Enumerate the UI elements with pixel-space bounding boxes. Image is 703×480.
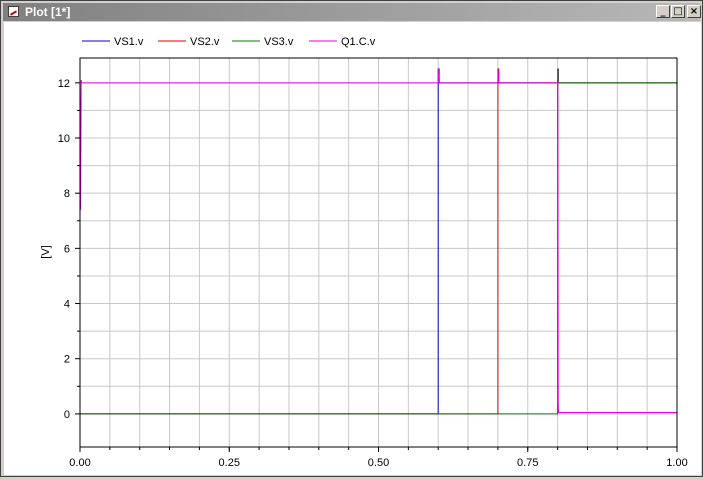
title-bar[interactable]: Plot [1*] _ □ ×	[3, 3, 700, 21]
y-tick-labels: 0 2 4 6 8 10 12	[58, 78, 70, 421]
y-axis-label: [V]	[40, 245, 52, 258]
grid	[80, 58, 677, 447]
x-tick-labels: 0.00 0.25 0.50 0.75 1.00	[69, 457, 687, 469]
y-tick-label: 6	[64, 243, 70, 255]
plot-app-icon	[8, 6, 19, 17]
y-tick-label: 8	[64, 188, 70, 200]
line-chart[interactable]: VS1.v VS2.v VS3.v Q1.C.v 0 2 4 6 8 10 12 0.00 0.25…	[4, 22, 701, 475]
minimize-button[interactable]: _	[656, 5, 670, 18]
x-tick-label: 0.00	[69, 457, 90, 469]
y-tick-label: 12	[58, 78, 70, 90]
axes	[75, 58, 677, 452]
x-tick-label: 0.25	[219, 457, 240, 469]
x-tick-label: 1.00	[666, 457, 687, 469]
y-tick-label: 4	[64, 299, 70, 311]
plot-area[interactable]: VS1.v VS2.v VS3.v Q1.C.v 0 2 4 6 8 10 12 0.00 0.25…	[4, 22, 701, 475]
x-tick-label: 0.50	[368, 457, 389, 469]
maximize-button[interactable]: □	[671, 5, 685, 18]
y-tick-label: 2	[64, 354, 70, 366]
legend-label: Q1.C.v	[341, 36, 376, 48]
y-tick-label: 10	[58, 133, 70, 145]
legend-label: VS3.v	[264, 36, 294, 48]
close-button[interactable]: ×	[687, 5, 701, 18]
legend-label: VS2.v	[190, 36, 220, 48]
legend-label: VS1.v	[114, 36, 144, 48]
y-tick-label: 0	[64, 409, 70, 421]
x-tick-label: 0.75	[517, 457, 538, 469]
legend: VS1.v VS2.v VS3.v Q1.C.v	[82, 36, 376, 48]
window-title: Plot [1*]	[25, 5, 70, 19]
